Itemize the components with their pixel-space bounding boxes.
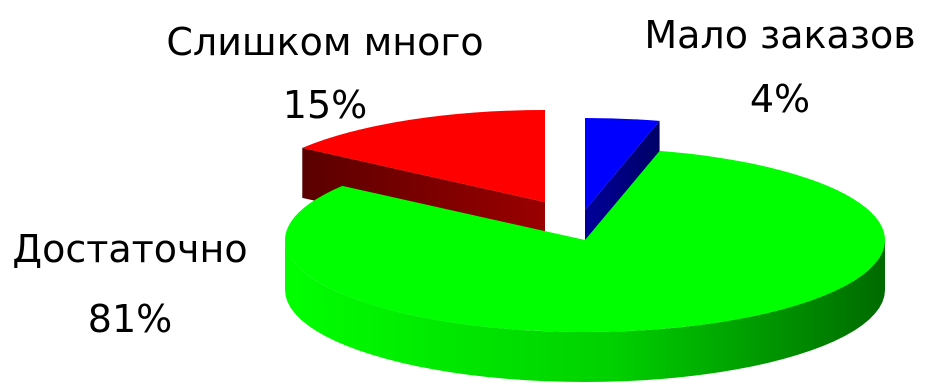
slice-top-dostatochno	[285, 150, 885, 332]
slice-dostatochno	[285, 150, 885, 382]
slice-top-maloe	[585, 118, 660, 210]
slice-label-slishkom: Слишком много	[166, 20, 483, 64]
slice-value-slishkom: 15%	[283, 83, 367, 127]
slice-value-maloe: 4%	[750, 77, 810, 121]
slices-layer	[285, 110, 885, 382]
slice-value-dostatochno: 81%	[88, 297, 172, 341]
slice-label-dostatochno: Достаточно	[12, 227, 247, 271]
slice-side-dostatochno	[285, 240, 885, 382]
labels-layer: Мало заказов 4% Слишком много 15% Достат…	[12, 13, 915, 341]
slice-label-maloe: Мало заказов	[644, 13, 915, 57]
slice-top-slishkom	[302, 110, 545, 202]
